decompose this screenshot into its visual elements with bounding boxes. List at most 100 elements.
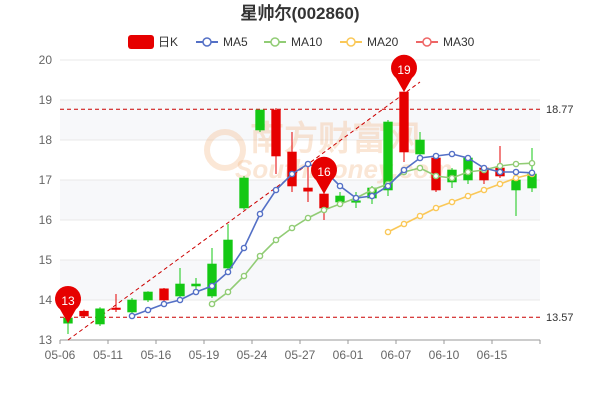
legend-item-ma30: MA30: [416, 35, 475, 49]
ma5-point: [160, 300, 168, 308]
ma10-point: [416, 164, 424, 172]
candle-body: [319, 193, 329, 209]
trend-line: [67, 81, 421, 341]
candle-body: [415, 139, 425, 155]
candle: [111, 294, 121, 312]
price-marker-label: 16: [317, 165, 331, 179]
ma5-point: [400, 166, 408, 174]
chart-title: 星帅尔(002860): [240, 3, 359, 23]
ma20-point: [448, 198, 456, 206]
ma10-point: [272, 236, 280, 244]
x-tick-label: 05-19: [189, 348, 220, 362]
candle-body: [79, 310, 89, 317]
candle: [175, 268, 185, 300]
candle-body: [111, 307, 121, 310]
candle: [207, 248, 217, 298]
price-marker-pin: [54, 285, 81, 324]
candle-body: [255, 109, 265, 131]
x-tick-label: 05-16: [141, 348, 172, 362]
legend-swatch-marker: [422, 37, 432, 47]
ma10-point: [496, 162, 504, 170]
candle-body: [143, 291, 153, 301]
candle: [127, 298, 137, 314]
legend-swatch: [128, 35, 154, 49]
ma10-point: [368, 186, 376, 194]
grid-band: [60, 100, 540, 140]
ma5-point: [512, 168, 520, 176]
legend-swatch-marker: [202, 37, 212, 47]
ma5-point: [528, 169, 536, 177]
candle: [159, 288, 169, 302]
candle: [303, 162, 313, 202]
ma5-point: [448, 150, 456, 158]
legend-item-ma10: MA10: [264, 35, 323, 49]
price-marker-label: 13: [61, 294, 75, 308]
candle: [255, 109, 265, 132]
x-tick-label: 06-01: [333, 348, 364, 362]
ma20-point: [416, 212, 424, 220]
x-tick-label: 05-11: [93, 348, 123, 362]
ma10-point: [240, 272, 248, 280]
candle-body: [511, 179, 521, 191]
y-tick-label: 13: [39, 333, 53, 347]
ma10-point: [256, 252, 264, 260]
ma5-point: [352, 194, 360, 202]
ma10-point: [336, 200, 344, 208]
ma10-point: [448, 174, 456, 182]
candle-body: [399, 91, 409, 153]
price-marker-pin: [311, 156, 337, 194]
candle: [143, 291, 153, 302]
ma20-point: [496, 180, 504, 188]
ma10-point: [224, 288, 232, 296]
candle-body: [191, 283, 201, 287]
x-tick-label: 06-10: [429, 348, 460, 362]
watermark-logo: [204, 129, 246, 171]
candle: [239, 176, 249, 210]
price-marker: 16: [311, 156, 337, 194]
ma5-point: [128, 312, 136, 320]
candle-body: [95, 308, 105, 325]
ma20-point: [432, 204, 440, 212]
candle: [95, 307, 105, 326]
legend-item-ma5: MA5: [196, 35, 248, 49]
y-tick-label: 18: [39, 133, 53, 147]
legend-label: 日K: [158, 35, 178, 49]
legend-label: MA20: [367, 35, 399, 49]
ma5-point: [208, 282, 216, 290]
legend-label: MA5: [223, 35, 248, 49]
price-marker-pin: [391, 54, 418, 92]
candle-body: [287, 151, 297, 187]
ma10-point: [512, 160, 520, 168]
legend-swatch-marker: [270, 37, 280, 47]
legend-label: MA10: [291, 35, 323, 49]
ma5-point: [368, 192, 376, 200]
x-tick-label: 05-27: [285, 348, 316, 362]
candle: [415, 132, 425, 156]
ma20-point: [512, 174, 520, 182]
candle-body: [175, 283, 185, 297]
ma10-point: [320, 206, 328, 214]
candle: [287, 132, 297, 192]
ma20-point: [480, 186, 488, 194]
grid-band: [60, 260, 540, 300]
price-marker: 13: [54, 285, 81, 324]
x-tick-label: 06-15: [477, 348, 508, 362]
y-tick-label: 15: [39, 253, 53, 267]
ma5-point: [432, 152, 440, 160]
ma20-line: [387, 173, 533, 233]
candle-body: [383, 121, 393, 191]
ma20-point: [400, 220, 408, 228]
legend-label: MA30: [443, 35, 475, 49]
candle-body: [159, 288, 169, 301]
reference-line-label: 18.77: [546, 104, 574, 116]
ma20-point: [464, 192, 472, 200]
candle-body: [271, 109, 281, 157]
reference-line-label: 13.57: [546, 312, 574, 324]
legend-swatch-marker: [346, 37, 356, 47]
x-tick-label: 05-06: [45, 348, 76, 362]
ma20-point: [384, 228, 392, 236]
candle: [79, 309, 89, 318]
x-tick-label: 05-24: [237, 348, 268, 362]
